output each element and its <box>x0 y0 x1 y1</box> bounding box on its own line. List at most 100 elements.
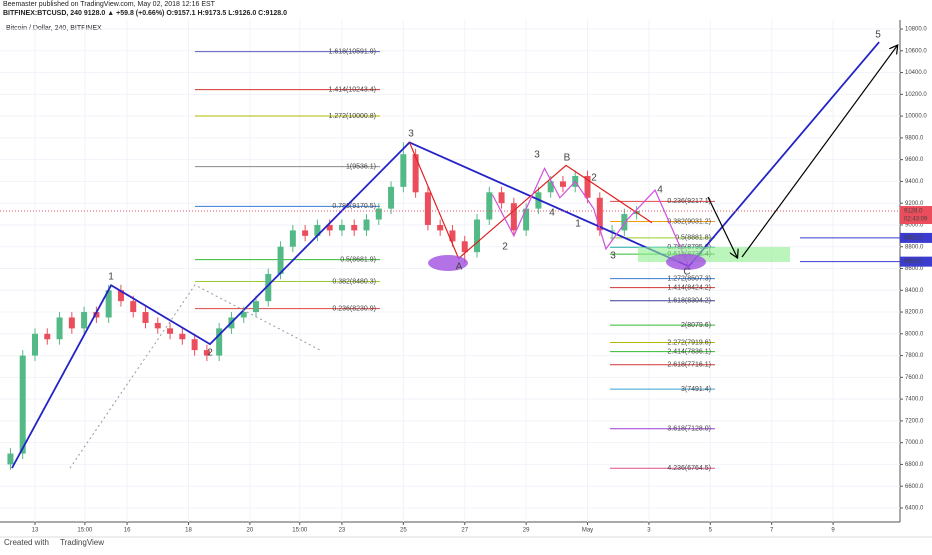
candle-body <box>547 181 554 193</box>
x-tick-label: 9 <box>831 528 835 534</box>
x-tick-label: 16 <box>124 528 131 534</box>
y-tick-label: 8400.0 <box>905 288 924 294</box>
candle-body <box>31 333 38 356</box>
y-tick-label: 10200.0 <box>905 92 927 98</box>
y-tick-label: 7000.0 <box>905 440 924 446</box>
y-tick-label: 9000.0 <box>905 223 924 229</box>
y-tick-label: 10400.0 <box>905 70 927 76</box>
y-tick-label: 7800.0 <box>905 353 924 359</box>
wave-label: 4 <box>657 185 663 196</box>
plot-area: 6400.0 6600.0 6800.0 7000.0 7200.0 7400.0 7600… <box>0 20 932 534</box>
price-tag-label: 8881.0 <box>904 235 923 241</box>
fib-label: 2.618(7716.1) <box>667 362 711 369</box>
candle-body <box>437 224 444 231</box>
x-tick-label: 23 <box>339 528 346 534</box>
x-tick-label: 15:00 <box>292 528 308 534</box>
fib-label: 1.414(8424.2) <box>667 284 711 291</box>
candle-body <box>253 301 260 313</box>
footer-brand[interactable]: TradingView <box>60 538 104 547</box>
candle-body <box>621 214 628 231</box>
candle-body <box>302 230 309 236</box>
x-tick-label: 3 <box>647 528 651 534</box>
fib-label: 0.786(9170.5) <box>332 203 376 210</box>
fib-label: 0.236(9217.1) <box>667 198 711 205</box>
x-tick-label: 27 <box>461 528 468 534</box>
symbol: Bitcoin / Dollar, 240, BITFINEX <box>6 25 102 32</box>
arrow <box>707 196 737 257</box>
y-tick-label: 9800.0 <box>905 135 924 141</box>
candle-body <box>105 290 112 318</box>
candle-body <box>154 322 161 329</box>
price-tag-label: 8663.0 <box>904 259 923 265</box>
wave-label: A <box>456 262 463 273</box>
fib-label: 1.272(8507.3) <box>667 275 711 282</box>
x-tick-label: 5 <box>709 528 713 534</box>
ellipse <box>666 254 706 270</box>
x-tick-label: 13 <box>32 528 39 534</box>
y-tick-label: 10600.0 <box>905 48 927 54</box>
wave-line <box>408 142 653 260</box>
candle-body <box>498 192 505 204</box>
candle-body <box>584 175 591 198</box>
candle-body <box>326 224 333 231</box>
axis-panel <box>900 20 932 522</box>
fib-label: 0.236(8230.9) <box>332 306 376 313</box>
candle-body <box>474 219 481 253</box>
candle-body <box>363 219 370 231</box>
candle-body <box>81 312 88 329</box>
candle-body <box>130 301 137 313</box>
fib-label: 4.236(6764.5) <box>667 465 711 472</box>
wave-line <box>491 166 690 267</box>
target-zone <box>638 247 790 262</box>
candle-body <box>449 230 456 242</box>
y-tick-label: 10000.0 <box>905 114 927 120</box>
candle-body <box>375 208 382 220</box>
x-tick-label: 18 <box>185 528 192 534</box>
candle-body <box>191 339 198 351</box>
y-tick-label: 9400.0 <box>905 179 924 185</box>
y-tick-label: 9600.0 <box>905 157 924 163</box>
y-tick-label: 8600.0 <box>905 266 924 272</box>
ellipse <box>428 255 468 271</box>
candle-body <box>19 355 26 454</box>
price-tag <box>900 232 932 243</box>
wave-label: 3 <box>534 150 540 161</box>
candle-body <box>216 328 223 356</box>
fib-label: 1.618(8304.2) <box>667 298 711 305</box>
wave-label: 1 <box>108 272 114 283</box>
candle-body <box>203 350 210 356</box>
arrow <box>741 46 897 258</box>
wave-label: 2 <box>591 173 597 184</box>
y-tick-label: 7400.0 <box>905 397 924 403</box>
wave-line <box>11 41 880 469</box>
candle-body <box>510 203 517 231</box>
fib-label: 3(7491.4) <box>681 386 711 393</box>
fib-label: 0.5(8881.8) <box>675 235 711 242</box>
fib-label: 0.382(9031.2) <box>667 218 711 225</box>
candle-body <box>400 154 407 187</box>
candle-body <box>461 241 468 253</box>
quote: BITFINEX:BTCUSD, 240 9128.0 ▲ +59.8 (+0.… <box>3 10 287 17</box>
y-tick-label: 8800.0 <box>905 244 924 250</box>
wave-label: 4 <box>549 208 555 219</box>
y-tick-label: 6600.0 <box>905 484 924 490</box>
fib-label: 1(9536.1) <box>346 163 376 170</box>
wave-label: 3 <box>408 129 414 140</box>
y-tick-label: 10800.0 <box>905 27 927 33</box>
y-tick-label: 7200.0 <box>905 418 924 424</box>
candle-body <box>412 154 419 193</box>
candle-body <box>179 333 186 340</box>
price-tag <box>900 206 932 225</box>
candle-body <box>265 273 272 302</box>
candle-body <box>314 224 321 236</box>
candle-body <box>167 328 174 334</box>
price-tag-label: 9128.0 <box>904 209 923 215</box>
wave-label: 3 <box>610 251 616 262</box>
wave-label: B <box>564 153 571 164</box>
x-tick-label: 15:00 <box>77 528 93 534</box>
candle-body <box>596 197 603 231</box>
candle-body <box>117 290 124 302</box>
